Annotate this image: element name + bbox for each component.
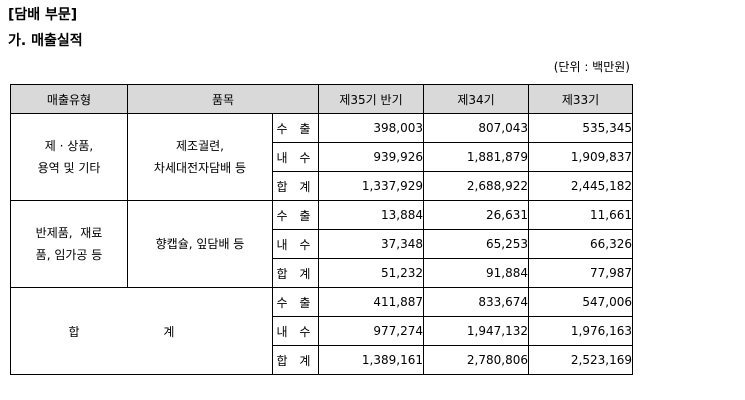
value-cell: 77,987 (528, 258, 633, 288)
value-cell: 547,006 (528, 287, 633, 317)
sales-type-line: 용역 및 기타 (37, 161, 101, 175)
value-cell: 1,976,163 (528, 316, 633, 346)
value-cell: 1,337,929 (318, 171, 424, 201)
value-cell: 2,780,806 (423, 345, 529, 375)
table-row: 내 수 37,348 65,253 66,326 (11, 229, 633, 259)
value-cell: 2,523,169 (528, 345, 633, 375)
table-header-row: 매출유형 품목 제35기 반기 제34기 제33기 (10, 84, 633, 114)
unit-note: (단위 : 백만원) (553, 60, 630, 74)
value-cell: 1,881,879 (423, 142, 529, 172)
item-cell: 제조궐련, 차세대전자담배 등 (127, 113, 273, 201)
kind-cell: 내 수 (272, 142, 319, 172)
section-title: [담배 부문] (8, 7, 78, 23)
sales-type-line: 품, 임가공 등 (35, 248, 103, 262)
sales-type-cell: 반제품, 재료 품, 임가공 등 (10, 200, 128, 288)
value-cell: 1,909,837 (528, 142, 633, 172)
table-row: 내 수 939,926 1,881,879 1,909,837 (11, 142, 633, 172)
value-cell: 977,274 (318, 316, 424, 346)
grand-total-cell: 합 계 (10, 287, 273, 375)
value-cell: 939,926 (318, 142, 424, 172)
value-cell: 807,043 (423, 113, 529, 143)
value-cell: 13,884 (318, 200, 424, 230)
table-row: 제 · 상품, 용역 및 기타 제조궐련, 차세대전자담배 등 수 출 398,… (10, 113, 633, 201)
kind-cell: 합 계 (272, 345, 319, 375)
value-cell: 833,674 (423, 287, 529, 317)
item-cell: 향캡슐, 잎담배 등 (127, 200, 273, 288)
value-cell: 1,389,161 (318, 345, 424, 375)
table-row: 합 계 1,337,929 2,688,922 2,445,182 (11, 171, 633, 201)
value-cell: 2,688,922 (423, 171, 529, 201)
kind-cell: 내 수 (272, 229, 319, 259)
kind-cell: 수 출 (272, 113, 319, 143)
value-cell: 535,345 (528, 113, 633, 143)
kind-cell: 내 수 (272, 316, 319, 346)
table-row: 합 계 51,232 91,884 77,987 (11, 258, 633, 288)
header-period1: 제35기 반기 (318, 84, 424, 114)
header-sales-type: 매출유형 (10, 84, 128, 114)
header-period2: 제34기 (423, 84, 529, 114)
table-row: 반제품, 재료 품, 임가공 등 향캡슐, 잎담배 등 수 출 13,884 2… (10, 200, 633, 288)
kind-cell: 수 출 (272, 200, 319, 230)
sales-type-line: 반제품, 재료 (35, 226, 103, 240)
subsection-title: 가. 매출실적 (8, 33, 83, 49)
item-line: 차세대전자담배 등 (153, 161, 247, 175)
value-cell: 1,947,132 (423, 316, 529, 346)
table-row: 합 계 1,389,161 2,780,806 2,523,169 (11, 345, 633, 375)
table-row: 합 계 수 출 411,887 833,674 547,006 (10, 287, 633, 375)
item-line: 향캡슐, 잎담배 등 (155, 237, 245, 251)
value-cell: 11,661 (528, 200, 633, 230)
kind-cell: 수 출 (272, 287, 319, 317)
item-line: 제조궐련, (176, 139, 224, 153)
sales-table: 매출유형 품목 제35기 반기 제34기 제33기 제 · 상품, 용역 및 기… (10, 84, 633, 375)
value-cell: 91,884 (423, 258, 529, 288)
value-cell: 398,003 (318, 113, 424, 143)
value-cell: 51,232 (318, 258, 424, 288)
value-cell: 2,445,182 (528, 171, 633, 201)
value-cell: 37,348 (318, 229, 424, 259)
value-cell: 26,631 (423, 200, 529, 230)
kind-cell: 합 계 (272, 258, 319, 288)
sales-type-line: 제 · 상품, (44, 139, 94, 153)
header-item: 품목 (127, 84, 319, 114)
kind-cell: 합 계 (272, 171, 319, 201)
header-period3: 제33기 (528, 84, 633, 114)
value-cell: 411,887 (318, 287, 424, 317)
value-cell: 66,326 (528, 229, 633, 259)
value-cell: 65,253 (423, 229, 529, 259)
sales-type-cell: 제 · 상품, 용역 및 기타 (10, 113, 128, 201)
table-row: 내 수 977,274 1,947,132 1,976,163 (11, 316, 633, 346)
grand-total-label: 합 계 (68, 324, 215, 339)
